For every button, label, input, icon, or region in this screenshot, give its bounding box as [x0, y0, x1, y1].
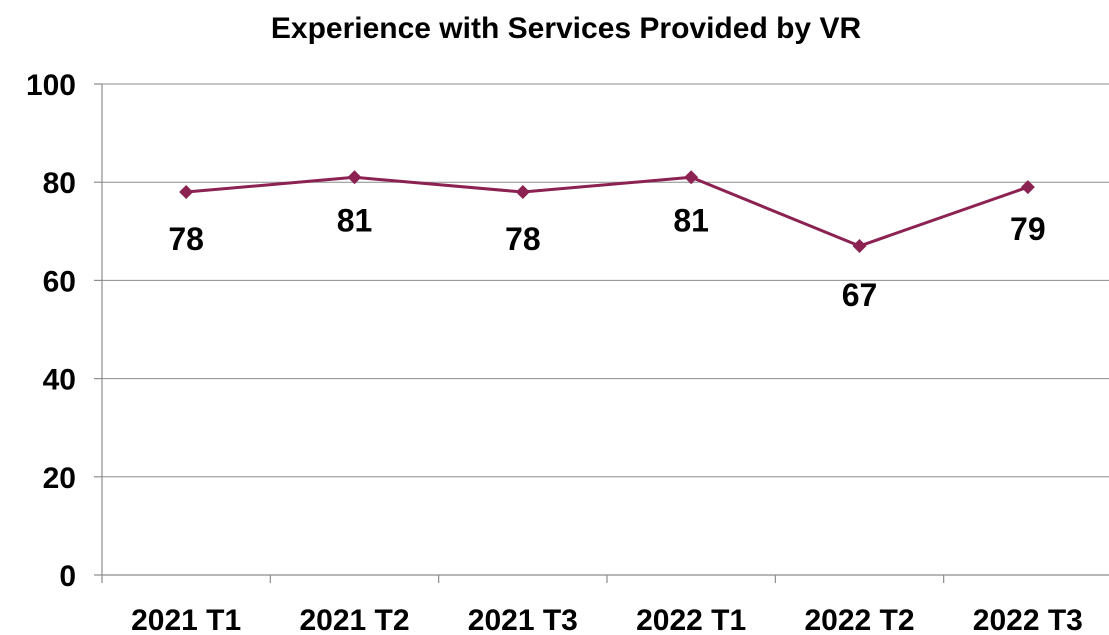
data-label: 67	[842, 277, 878, 313]
y-tick-label: 40	[43, 364, 76, 397]
data-point-marker	[179, 185, 194, 200]
data-point-marker	[852, 239, 867, 254]
data-label: 79	[1010, 211, 1046, 247]
chart-title: Experience with Services Provided by VR	[271, 12, 862, 45]
x-tick-label: 2021 T1	[131, 604, 241, 635]
data-point-marker	[515, 185, 530, 200]
y-tick-label: 100	[26, 69, 76, 102]
data-labels: 78 81 78 81 67 79	[168, 202, 1045, 313]
data-point-marker	[347, 170, 362, 185]
data-label: 78	[505, 221, 541, 257]
data-point-marker	[684, 170, 699, 185]
x-tick-label: 2022 T2	[804, 604, 914, 635]
series-line	[186, 175, 1029, 248]
axes	[94, 83, 1109, 583]
x-tick-label: 2022 T1	[636, 604, 746, 635]
y-tick-label: 80	[43, 167, 76, 200]
data-label: 81	[673, 202, 709, 238]
data-label: 78	[168, 221, 204, 257]
series-line-layer	[186, 175, 1029, 248]
x-tick-label: 2021 T3	[468, 604, 578, 635]
data-label: 81	[337, 202, 373, 238]
gridlines	[102, 83, 1109, 478]
y-tick-label: 60	[43, 265, 76, 298]
x-tick-label: 2021 T2	[299, 604, 409, 635]
x-tick-label: 2022 T3	[973, 604, 1083, 635]
y-tick-label: 20	[43, 462, 76, 495]
data-markers	[179, 170, 1035, 254]
y-axis-tick-labels: 0 20 40 60 80 100	[26, 69, 76, 593]
x-axis-tick-labels: 2021 T1 2021 T2 2021 T3 2022 T1 2022 T2 2022 …	[131, 604, 1083, 635]
data-point-marker	[1020, 180, 1035, 195]
y-tick-label: 0	[59, 560, 76, 593]
